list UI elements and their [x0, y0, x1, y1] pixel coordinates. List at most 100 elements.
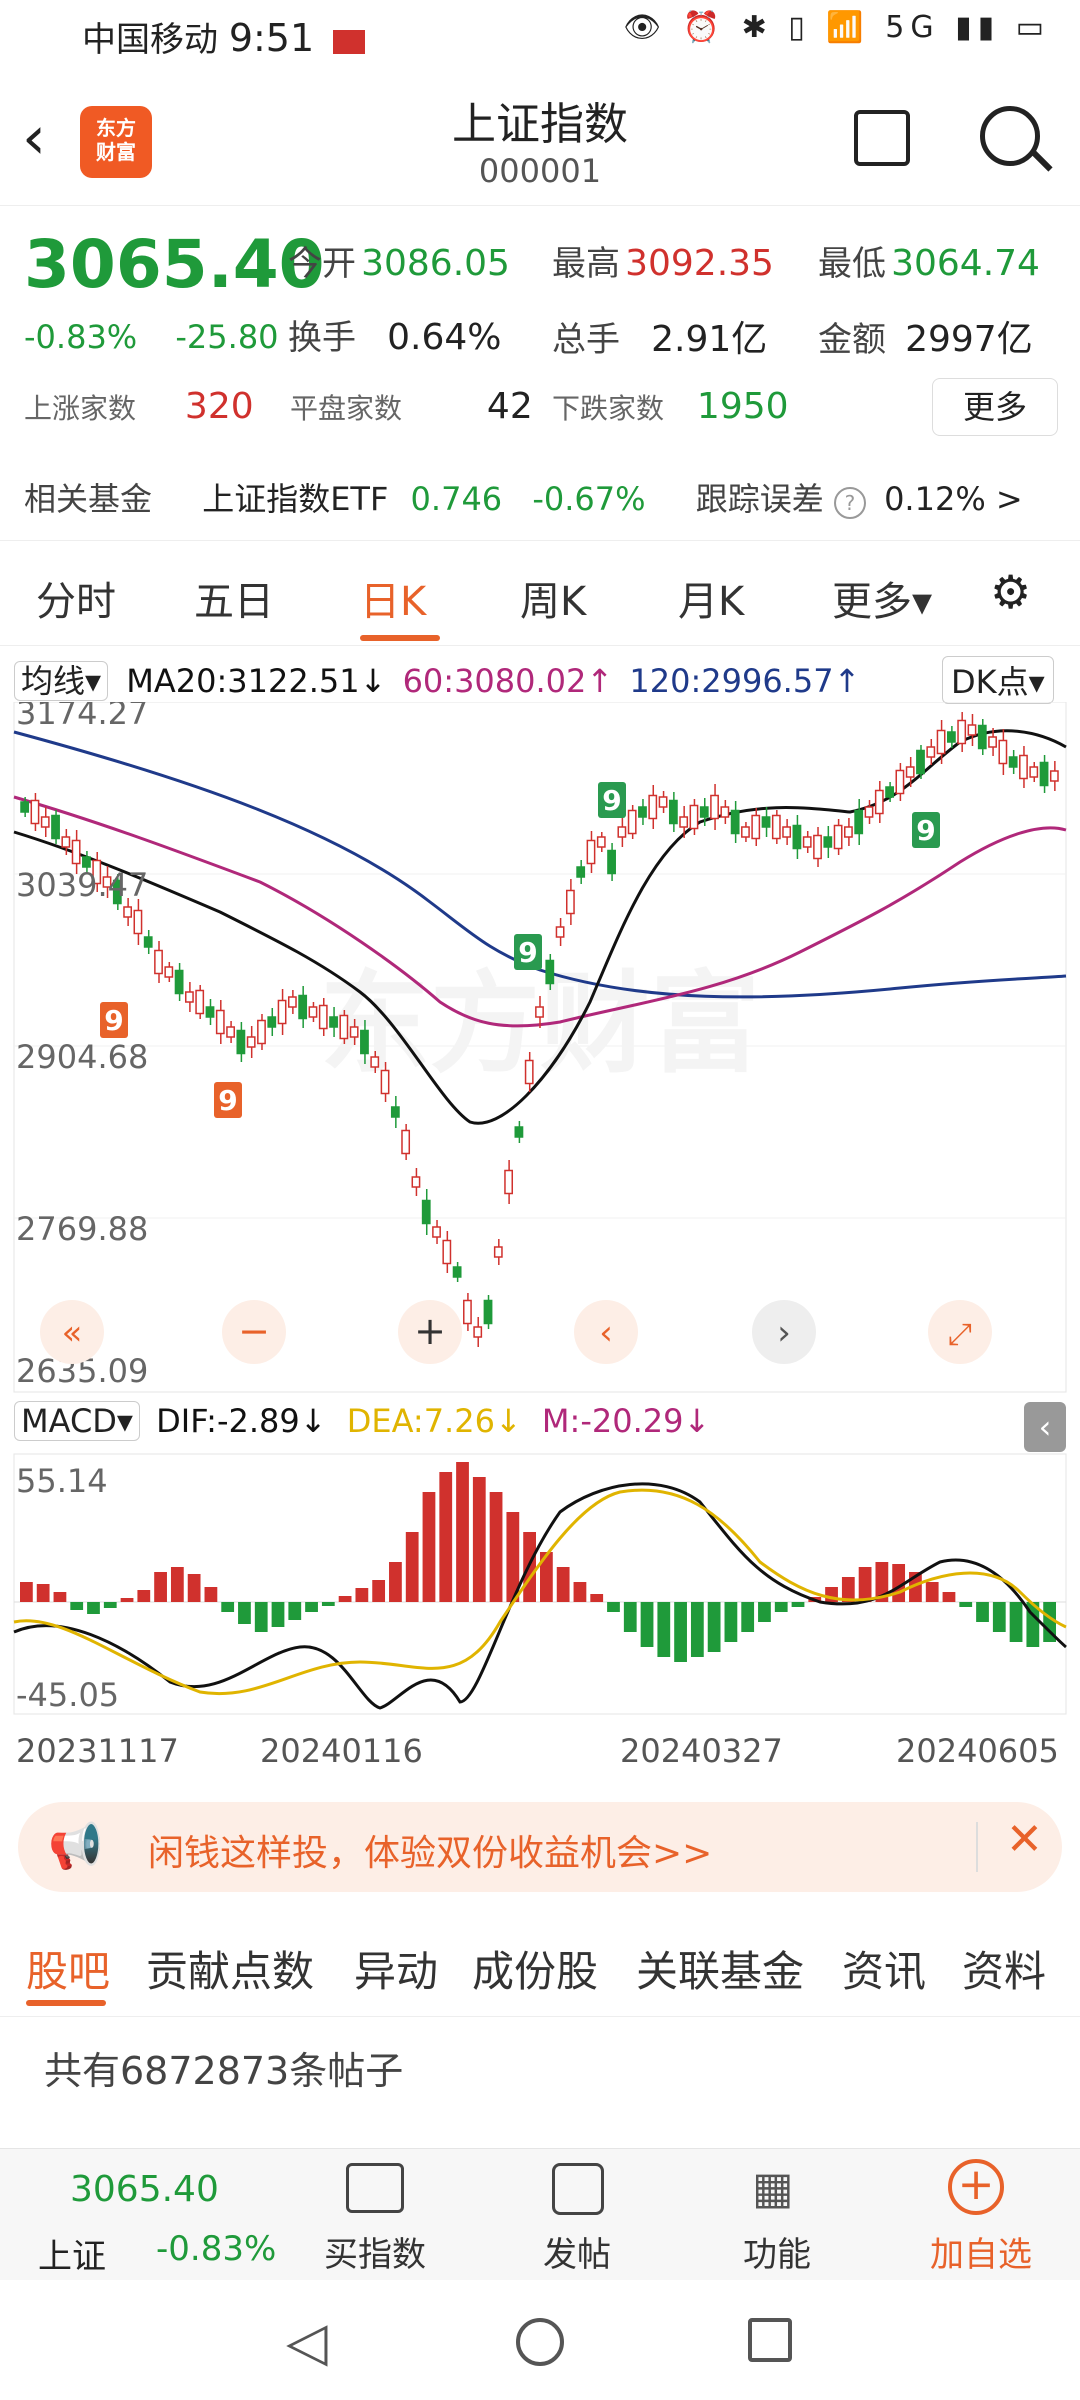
- post-button[interactable]: 发帖: [543, 2235, 611, 2275]
- candle-body: [514, 1126, 524, 1138]
- candle-body: [51, 814, 60, 840]
- candle-body: [92, 859, 102, 885]
- dk-marker-label: 9: [218, 1084, 237, 1117]
- divider: [976, 1822, 978, 1872]
- date-tick-3: 20240327: [620, 1732, 783, 1770]
- tab-contribution[interactable]: 贡献点数: [146, 1947, 315, 1996]
- settings-gear-icon[interactable]: ⚙: [990, 565, 1032, 619]
- candle-body: [771, 814, 781, 840]
- dk-marker-label: 9: [518, 936, 537, 969]
- tab-constituents[interactable]: 成份股: [472, 1947, 599, 1996]
- related-fund-row[interactable]: 相关基金 上证指数ETF 0.746 -0.67% 跟踪误差 ? 0.12% >: [24, 474, 1064, 520]
- content-tab-indicator: [26, 2000, 106, 2006]
- tab-more[interactable]: 更多▾: [832, 579, 933, 625]
- tab-weekly-k[interactable]: 周K: [520, 579, 587, 625]
- functions-grid-icon[interactable]: ▦: [752, 2163, 794, 2214]
- macd-bar: [271, 1602, 285, 1627]
- amount-value: 2997亿: [905, 319, 1033, 360]
- nav-back-icon[interactable]: ◁: [286, 2310, 328, 2373]
- tab-monthly-k[interactable]: 月K: [678, 579, 745, 625]
- megaphone-icon: 📢: [48, 1821, 103, 1872]
- price-tick-4: 2769.88: [16, 1210, 148, 1248]
- date-tick-4: 20240605: [896, 1732, 1059, 1770]
- search-icon[interactable]: [980, 106, 1040, 166]
- carrier-name: 中国移动: [82, 20, 218, 60]
- fullscreen-icon: [928, 1300, 992, 1364]
- add-watchlist-button[interactable]: 加自选: [930, 2235, 1032, 2275]
- macd-bar: [573, 1582, 587, 1602]
- macd-bar: [959, 1602, 973, 1607]
- add-watchlist-icon[interactable]: +: [948, 2159, 1004, 2215]
- tab-timeshare[interactable]: 分时: [36, 579, 116, 625]
- dk-point-selector[interactable]: DK点▾: [942, 656, 1054, 704]
- flat-label: 平盘家数: [290, 392, 403, 425]
- candle-body: [473, 1326, 483, 1338]
- candle-body: [246, 1036, 256, 1048]
- bottom-action-bar: 3065.40 上证 -0.83% 买指数 发帖 ▦ 功能 + 加自选: [0, 2148, 1080, 2281]
- candle-body: [112, 879, 122, 905]
- dk-marker-label: 9: [104, 1004, 123, 1037]
- macd-bar: [389, 1562, 402, 1602]
- volume-field: 总手 2.91亿: [552, 310, 767, 362]
- candle-body: [627, 809, 637, 835]
- macd-bar: [640, 1602, 654, 1647]
- tab-daily-k[interactable]: 日K: [360, 579, 427, 625]
- macd-bar: [405, 1532, 419, 1602]
- promo-banner[interactable]: 📢 闲钱这样投，体验双份收益机会>> ✕: [18, 1802, 1062, 1892]
- kline-chart-area[interactable]: 均线▾ MA20:3122.51↓ 60:3080.02↑ 120:2996.5…: [0, 648, 1080, 1788]
- candle-body: [401, 1129, 411, 1155]
- macd-bar: [372, 1580, 386, 1602]
- macd-bar: [120, 1598, 134, 1602]
- macd-bar: [221, 1602, 235, 1612]
- macd-header-bg: [14, 1402, 1066, 1452]
- ma60-line: [13, 795, 1067, 1028]
- buy-index-button[interactable]: 买指数: [324, 2235, 426, 2275]
- nav-home-icon[interactable]: [516, 2318, 564, 2366]
- turnover-value: 0.64%: [387, 317, 502, 358]
- volume-value: 2.91亿: [651, 319, 768, 360]
- macd-frame: [13, 1453, 1067, 1715]
- candle-body: [813, 834, 822, 860]
- tab-profile[interactable]: 资料: [962, 1947, 1047, 1996]
- low-label: 最低: [818, 244, 886, 284]
- app-header: ‹ 东方 财富 上证指数 000001: [0, 70, 1080, 206]
- post-edit-icon[interactable]: [552, 2163, 604, 2215]
- close-icon[interactable]: ✕: [1006, 1814, 1043, 1865]
- nav-recents-icon[interactable]: [748, 2318, 792, 2362]
- candle-body: [648, 794, 658, 820]
- dk-marker-label: 9: [602, 784, 621, 817]
- app-logo: 东方 财富: [80, 106, 152, 178]
- help-icon[interactable]: ?: [833, 487, 866, 519]
- candle-body: [535, 1006, 544, 1018]
- dk-marker-9: [100, 1002, 128, 1038]
- back-icon[interactable]: ‹: [22, 103, 46, 173]
- ma-selector[interactable]: 均线▾: [14, 661, 109, 701]
- tab-guba[interactable]: 股吧: [26, 1947, 111, 1996]
- macd-selector[interactable]: MACD▾: [14, 1401, 140, 1441]
- macd-bar: [489, 1492, 503, 1602]
- tab-news[interactable]: 资讯: [842, 1947, 927, 1996]
- candle-body: [40, 816, 50, 828]
- functions-button[interactable]: 功能: [743, 2235, 811, 2275]
- candle-body: [318, 1004, 328, 1030]
- candle-body: [720, 806, 730, 818]
- buy-index-icon[interactable]: [346, 2163, 404, 2213]
- candle-body: [658, 796, 668, 808]
- more-button[interactable]: 更多: [932, 378, 1058, 436]
- high-label: 最高: [552, 244, 620, 284]
- tab-related-funds[interactable]: 关联基金: [636, 1947, 805, 1996]
- candle-body: [638, 806, 647, 818]
- macd-bar: [623, 1602, 637, 1632]
- macd-bar: [707, 1602, 721, 1652]
- macd-bar: [657, 1602, 671, 1657]
- tab-anomaly[interactable]: 异动: [354, 1947, 439, 1996]
- macd-bar: [690, 1602, 704, 1657]
- share-icon[interactable]: [854, 110, 910, 166]
- candle-body: [390, 1106, 400, 1118]
- tab-five-day[interactable]: 五日: [194, 579, 274, 625]
- candle-body: [339, 1014, 349, 1040]
- candle-body: [504, 1169, 514, 1195]
- candle-body: [741, 826, 750, 838]
- fullscreen-icon-glyph: ⤢: [948, 1317, 972, 1352]
- candle-body: [596, 836, 606, 848]
